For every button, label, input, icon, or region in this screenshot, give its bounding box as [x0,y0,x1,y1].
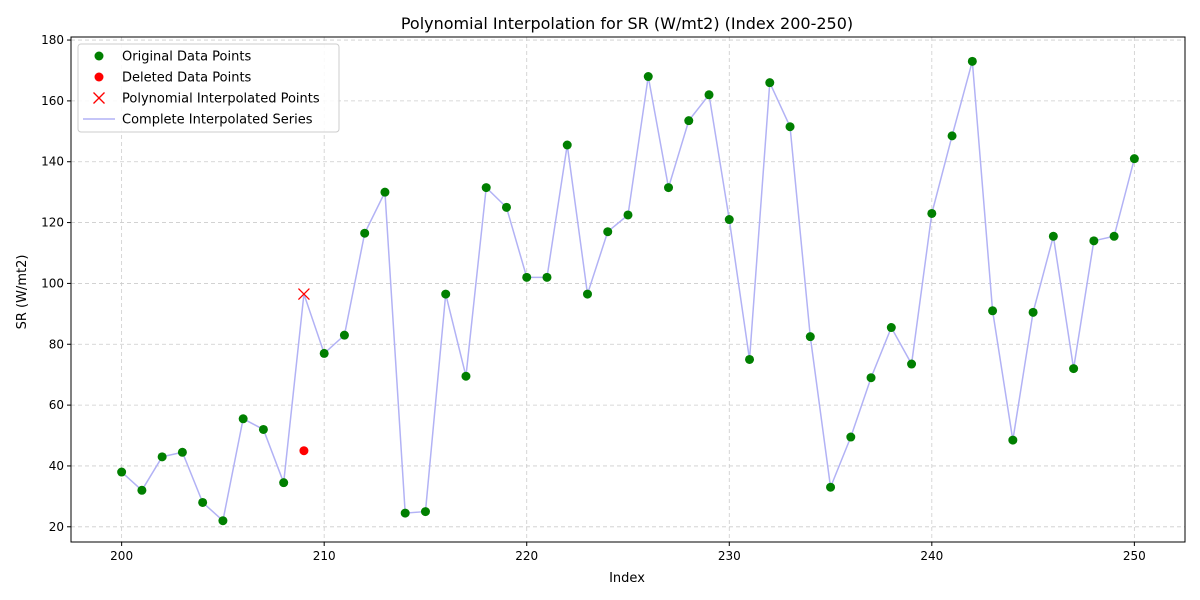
original-data-point [258,424,268,434]
original-data-point [380,187,390,197]
original-data-point [562,140,572,150]
original-data-point [907,359,917,369]
y-tick-label: 120 [41,216,64,230]
y-tick-label: 80 [49,337,64,351]
marker-layer [117,56,1139,526]
original-data-point [967,56,977,66]
legend-item: Original Data Points [94,50,251,65]
legend-label: Deleted Data Points [122,71,252,86]
original-data-point [1048,231,1058,241]
y-tick-label: 140 [41,155,64,169]
original-data-point [805,332,815,342]
original-data-point [360,228,370,238]
original-data-point [826,482,836,492]
deleted-data-point [299,446,309,456]
original-data-point [400,508,410,518]
legend-item: Complete Interpolated Series [83,113,313,128]
original-data-point [420,507,430,517]
legend-label: Complete Interpolated Series [122,113,313,128]
y-tick-label: 180 [41,33,64,47]
original-data-point [704,90,714,100]
x-tick-label: 200 [110,549,133,563]
original-data-point [927,208,937,218]
legend-item: Polynomial Interpolated Points [93,92,320,107]
original-data-point [177,447,187,457]
original-data-point [522,272,532,282]
original-data-point [664,183,674,193]
legend-marker-dot [94,51,104,61]
original-data-point [582,289,592,299]
original-data-point [1008,435,1018,445]
y-tick-label: 60 [49,398,64,412]
x-tick-label: 250 [1123,549,1146,563]
original-data-point [1129,154,1139,164]
legend-item: Deleted Data Points [94,71,252,86]
original-data-point [137,485,147,495]
original-data-point [279,478,289,488]
legend: Original Data Points Deleted Data Points P… [77,43,340,133]
original-data-point [846,432,856,442]
y-tick-label: 160 [41,94,64,108]
y-tick-label: 100 [41,276,64,290]
original-data-point [238,414,248,424]
x-tick-label: 210 [313,549,336,563]
original-data-point [1089,236,1099,246]
y-axis: 20 40 60 80 100 120 140 160 180 [41,33,71,534]
original-data-point [866,373,876,383]
original-data-point [745,354,755,364]
original-data-point [218,516,228,526]
original-data-point [157,452,167,462]
original-data-point [117,467,127,477]
original-data-point [765,78,775,88]
x-axis-title: Index [609,571,645,586]
original-data-point [319,348,329,358]
original-data-point [643,72,653,82]
original-data-point [1069,364,1079,374]
x-axis: 200 210 220 230 240 250 [110,542,1146,563]
original-data-point [1028,307,1038,317]
original-data-point [684,116,694,126]
x-tick-label: 220 [515,549,538,563]
legend-label: Polynomial Interpolated Points [122,92,320,107]
y-tick-label: 40 [49,459,64,473]
original-data-point [1109,231,1119,241]
original-data-point [542,272,552,282]
original-data-point [198,497,208,507]
polynomial-interpolated-point [297,288,310,301]
x-tick-label: 240 [920,549,943,563]
original-data-point [339,330,349,340]
y-tick-label: 20 [49,520,64,534]
legend-box [77,43,340,133]
original-data-point [785,122,795,132]
x-tick-label: 230 [718,549,741,563]
plot-area-frame [70,36,1186,543]
original-data-point [481,183,491,193]
original-data-point [603,227,613,237]
original-data-point [724,215,734,225]
legend-marker-dot [94,72,104,82]
y-axis-title: SR (W/mt2) [15,255,30,330]
original-data-point [623,210,633,220]
original-data-point [947,131,957,141]
original-data-point [988,306,998,316]
original-data-point [441,289,451,299]
chart-title: Polynomial Interpolation for SR (W/mt2) … [401,14,853,33]
original-data-point [886,323,896,333]
legend-label: Original Data Points [122,50,251,65]
original-data-point [461,371,471,381]
legend-marker-x [93,92,105,104]
original-data-point [501,202,511,212]
